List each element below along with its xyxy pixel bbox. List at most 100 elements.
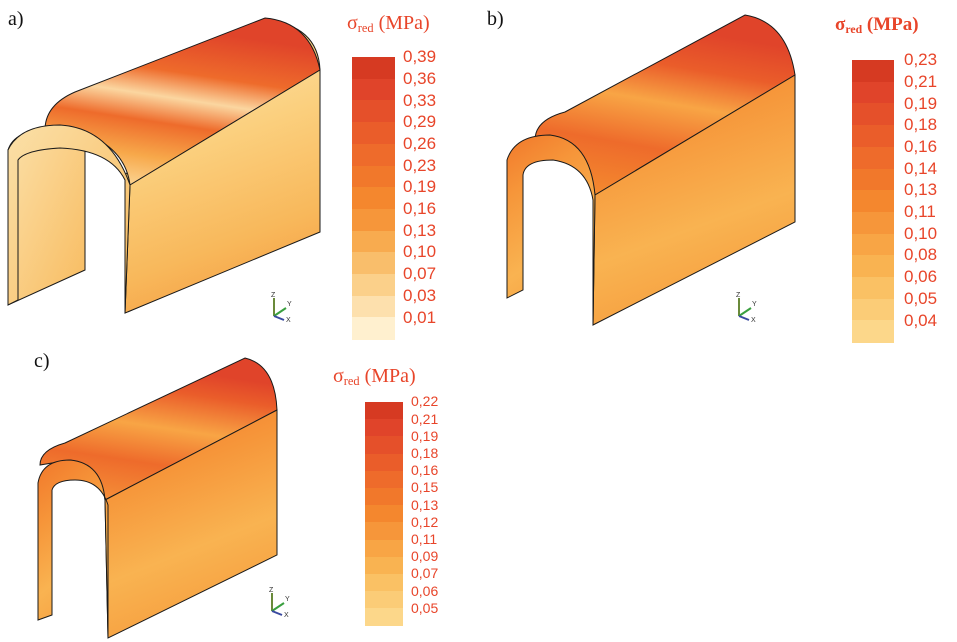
tunnel-model-a (7, 17, 321, 314)
legend-value: 0,23 (904, 50, 938, 70)
legend-swatch (365, 419, 403, 437)
legend-value: 0,26 (403, 133, 437, 153)
legend-swatch (852, 298, 894, 321)
legend-swatch (352, 57, 395, 80)
legend-swatch (852, 146, 894, 169)
legend-swatch (352, 165, 395, 188)
legend-unit: (MPa) (378, 12, 430, 34)
axis-y-label: Y (285, 596, 290, 603)
legend-value: 0,16 (411, 462, 439, 479)
legend-swatch (352, 187, 395, 210)
legend-swatch (365, 556, 403, 575)
legend-symbol: σ (835, 14, 846, 35)
legend-swatch (852, 81, 894, 104)
panel-c-label: c) (34, 350, 50, 372)
legend-value: 0,18 (904, 115, 938, 135)
axis-triad-icon: Z Y X (736, 292, 757, 324)
tunnel-model-c (37, 357, 278, 639)
legend-swatch (365, 539, 403, 558)
legend-unit: (MPa) (364, 365, 416, 387)
legend-swatch (852, 211, 894, 235)
legend-swatch (352, 122, 395, 145)
legend-swatch (852, 168, 894, 191)
legend-symbol: σ (333, 365, 344, 387)
legend-swatch (852, 255, 894, 278)
legend-subscript: red (357, 21, 374, 36)
legend-swatch (352, 100, 395, 123)
legend-subscript: red (343, 374, 360, 389)
legend-title-b: σred (MPa) (835, 14, 919, 37)
legend-swatch (365, 522, 403, 541)
legend-title-c: σred (MPa) (333, 365, 416, 389)
legend-value: 0,10 (403, 242, 437, 262)
legend-value: 0,06 (904, 267, 938, 287)
axis-triad-icon: Z Y X (269, 587, 290, 619)
legend-swatch (365, 488, 403, 506)
legend-value: 0,22 (411, 393, 439, 410)
legend-swatch (365, 402, 403, 420)
legend-swatch (352, 208, 395, 232)
axis-y-label: Y (752, 301, 757, 308)
axis-x-label: X (751, 317, 756, 324)
legend-swatch (365, 574, 403, 592)
panel-b-label: b) (487, 8, 504, 30)
legend-subscript: red (845, 22, 863, 36)
legend-value: 0,14 (904, 158, 938, 178)
legend-value: 0,29 (403, 112, 437, 132)
legend-value: 0,16 (403, 199, 437, 219)
legend-swatch (852, 103, 894, 126)
legend-swatch (852, 125, 894, 148)
legend-swatch (365, 436, 403, 455)
legend-unit: (MPa) (866, 14, 919, 35)
legend-value: 0,15 (411, 479, 439, 496)
legend-value: 0,05 (904, 288, 938, 308)
axis-x-label: X (284, 612, 289, 619)
legend-value: 0,39 (403, 47, 437, 67)
legend-value: 0,18 (411, 445, 439, 461)
legend-value: 0,03 (403, 285, 437, 305)
legend-value: 0,12 (411, 513, 439, 530)
legend-swatch (365, 505, 403, 523)
legend-value: 0,19 (411, 427, 439, 444)
legend-value: 0,13 (411, 496, 439, 513)
legend-value: 0,06 (411, 582, 439, 599)
legend-value: 0,23 (403, 155, 437, 175)
legend-value: 0,13 (403, 220, 437, 240)
legend-value: 0,07 (403, 264, 437, 284)
legend-value: 0,19 (904, 93, 938, 113)
axis-y-label: Y (287, 301, 292, 308)
legend-value: 0,11 (411, 531, 438, 547)
legend-swatch (852, 233, 894, 256)
legend-value: 0,36 (403, 68, 437, 88)
legend-swatch (852, 190, 894, 213)
legend-swatch (852, 320, 894, 343)
legend-swatch (352, 317, 395, 340)
axis-z-label: Z (269, 587, 274, 594)
legend-swatch (365, 470, 403, 489)
axis-z-label: Z (271, 292, 276, 299)
legend-value: 0,05 (411, 599, 439, 616)
legend-value: 0,19 (403, 177, 437, 197)
legend-value: 0,21 (411, 410, 439, 427)
legend-symbol: σ (347, 12, 358, 34)
legend-value: 0,01 (403, 307, 437, 327)
legend-title-a: σred (MPa) (347, 12, 430, 36)
legend-swatch (352, 295, 395, 318)
legend-value: 0,10 (904, 223, 938, 243)
legend-swatch (352, 78, 395, 101)
tunnel-model-b (506, 14, 796, 326)
axis-z-label: Z (736, 292, 741, 299)
legend-value: 0,09 (411, 548, 439, 565)
axis-triad-icon: Z Y X (271, 292, 292, 324)
legend-value: 0,13 (904, 180, 938, 200)
legend-swatch (352, 230, 395, 253)
legend-swatch (852, 60, 894, 83)
legend-value: 0,07 (411, 565, 439, 582)
legend-swatch (352, 252, 395, 275)
legend-value: 0,33 (403, 90, 437, 110)
legend-value: 0,11 (904, 202, 936, 222)
legend-swatch (365, 453, 403, 472)
legend-swatch (365, 591, 403, 609)
legend-value: 0,08 (904, 245, 938, 265)
legend-value: 0,16 (904, 136, 938, 156)
